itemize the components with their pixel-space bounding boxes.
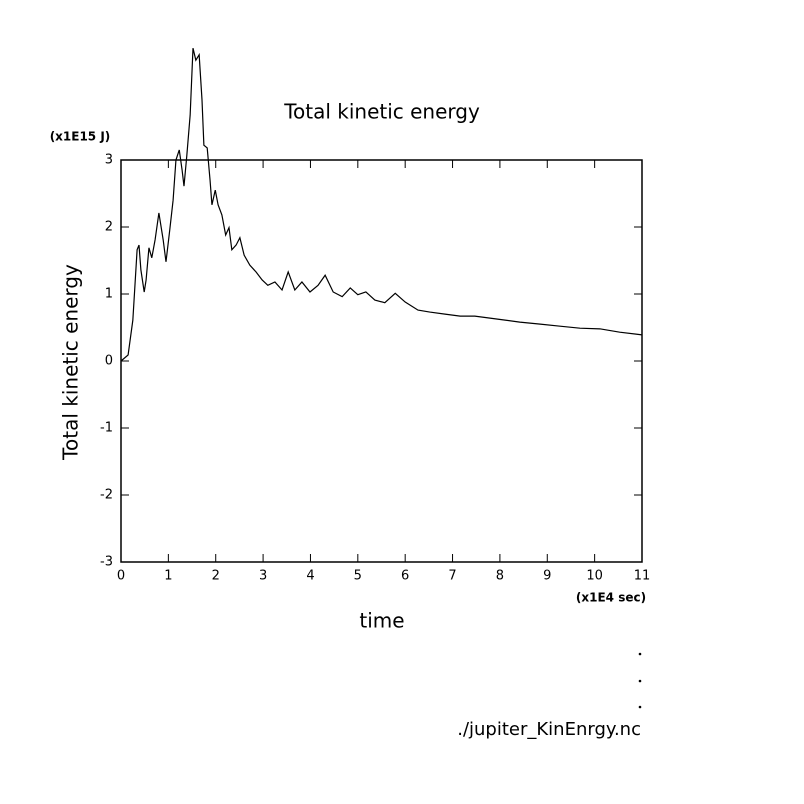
- chart-title: Total kinetic energy: [283, 100, 480, 124]
- y-tick-label: -3: [100, 555, 113, 570]
- y-tick-label: 1: [105, 287, 113, 302]
- dot: [638, 652, 642, 656]
- x-tick-label: 9: [543, 569, 551, 584]
- x-tick-label: 6: [401, 569, 409, 584]
- y-tick-label: 3: [105, 153, 113, 168]
- y-tick-label: -2: [100, 488, 113, 503]
- data-line: [120, 47, 643, 362]
- plot-frame: [120, 159, 643, 563]
- x-tick-label: 0: [117, 569, 125, 584]
- x-tick-label: 1: [164, 569, 172, 584]
- x-tick-label: 2: [212, 569, 220, 584]
- x-tick-label: 5: [354, 569, 362, 584]
- y-tick-label: 0: [105, 354, 113, 369]
- y-tick-label: 2: [105, 220, 113, 235]
- x-tick-label: 11: [634, 569, 651, 584]
- x-tick-label: 10: [586, 569, 603, 584]
- y-unit: (x1E15 J): [50, 130, 111, 144]
- dot: [638, 679, 642, 683]
- y-tick-label: -1: [100, 421, 113, 436]
- x-unit: (x1E4 sec): [576, 591, 646, 605]
- dot: [638, 705, 642, 709]
- x-tick-label: 3: [259, 569, 267, 584]
- x-tick-label: 8: [496, 569, 504, 584]
- x-tick-label: 4: [306, 569, 314, 584]
- x-axis-label: time: [359, 609, 404, 633]
- y-axis-label: Total kinetic energy: [59, 264, 83, 461]
- footer: ./jupiter_KinEnrgy.nc: [457, 719, 641, 740]
- x-tick-label: 7: [448, 569, 456, 584]
